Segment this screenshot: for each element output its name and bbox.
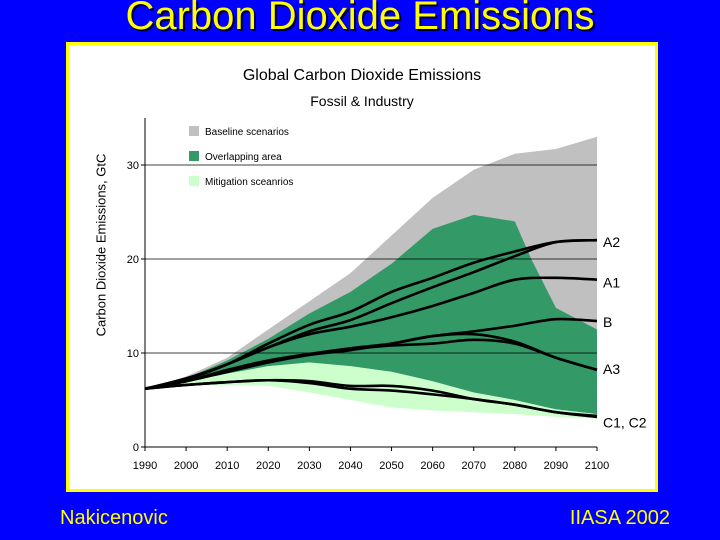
series-layer	[144, 238, 598, 419]
series-label: C1, C2	[603, 415, 647, 431]
chart-title: Global Carbon Dioxide Emissions	[242, 67, 482, 84]
series-label: A2	[603, 234, 620, 250]
x-tick-label: 2010	[215, 460, 239, 472]
series-label: A1	[603, 275, 620, 291]
legend-label: Baseline scenarios	[205, 127, 289, 138]
legend: Baseline scenarios Overlapping area Mitiga…	[189, 126, 293, 188]
x-tick-label: 2050	[379, 460, 403, 472]
series-line-scenario-2	[144, 276, 598, 390]
legend-swatch	[189, 151, 199, 161]
legend-label: Overlapping area	[205, 152, 282, 163]
legend-swatch	[189, 126, 199, 136]
x-tick-label: 2070	[461, 460, 485, 472]
footer-source: IIASA 2002	[569, 507, 670, 529]
x-tick-label: 2080	[503, 460, 527, 472]
x-tick-label: 2060	[420, 460, 444, 472]
x-tick-label: 2000	[174, 460, 198, 472]
x-tick-label: 2090	[544, 460, 568, 472]
grid-layer	[145, 164, 597, 354]
x-tick-label: 2100	[585, 460, 609, 472]
series-label: B	[603, 314, 612, 330]
legend-label: Mitigation sceanrios	[205, 177, 293, 188]
y-tick-label: 0	[133, 442, 139, 454]
series-label: A3	[603, 361, 620, 377]
series-labels: A2 A1 B A3 C1, C2	[603, 234, 647, 430]
y-tick-label: 30	[127, 160, 139, 172]
x-tick-label: 2030	[297, 460, 321, 472]
series-line-scenario-7	[144, 378, 598, 419]
chart-subtitle: Fossil & Industry	[310, 93, 414, 109]
series-line-scenario-5	[144, 338, 598, 390]
y-tick-label: 20	[127, 254, 139, 266]
x-tick-label: 2020	[256, 460, 280, 472]
legend-swatch	[189, 176, 199, 186]
x-tick-label: 1990	[133, 460, 157, 472]
footer-author: Nakicenovic	[60, 507, 168, 529]
y-tick-label: 10	[127, 348, 139, 360]
slide-title: Carbon Dioxide Emissions	[125, 0, 595, 38]
x-tick-label: 2040	[338, 460, 362, 472]
